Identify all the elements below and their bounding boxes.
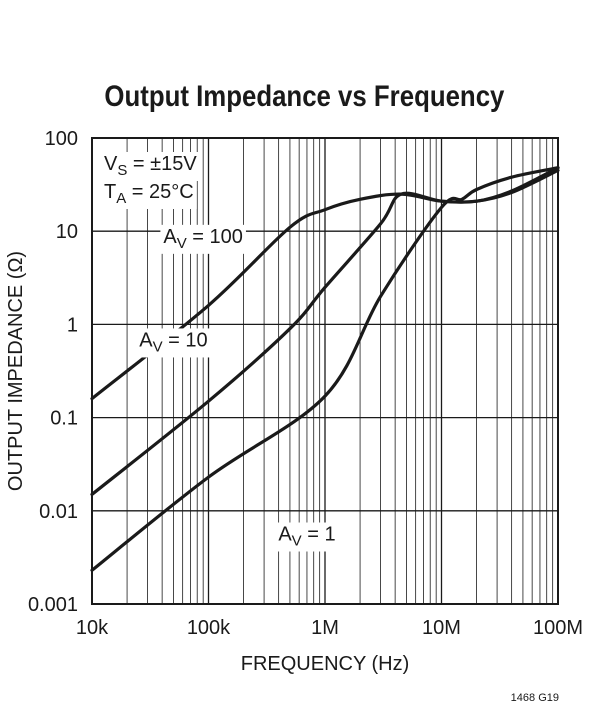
y-tick-label: 10 xyxy=(56,221,78,243)
y-tick-label: 1 xyxy=(67,314,78,336)
series-label-text: AV = 100 xyxy=(163,226,243,252)
condition-ta-label: TA = 25°C xyxy=(101,180,197,209)
plot-frame xyxy=(91,137,559,605)
label-background xyxy=(160,224,246,254)
x-tick-label: 10M xyxy=(422,617,461,639)
y-tick-label: 0.001 xyxy=(28,594,78,616)
y-tick-label: 0.1 xyxy=(50,408,78,430)
x-tick-label: 100k xyxy=(187,617,231,639)
x-tick-label: 10k xyxy=(76,617,109,639)
series-label: AV = 100 xyxy=(160,224,246,254)
x-axis-title: FREQUENCY (Hz) xyxy=(241,653,410,675)
x-tick-label: 1M xyxy=(311,617,339,639)
label-background xyxy=(101,152,201,181)
series-label-text: AV = 10 xyxy=(139,329,207,355)
series-layer xyxy=(90,166,560,572)
figure-id: 1468 G19 xyxy=(510,692,559,704)
chart-title: Output Impedance vs Frequency xyxy=(104,80,505,113)
series-label: AV = 10 xyxy=(136,328,211,358)
series-line xyxy=(90,166,560,572)
series-label: AV = 1 xyxy=(275,522,339,552)
y-tick-label: 100 xyxy=(45,128,78,150)
y-axis-title: OUTPUT IMPEDANCE (Ω) xyxy=(5,251,27,491)
series-line xyxy=(90,166,560,496)
condition-vs-label: VS = ±15V xyxy=(101,152,201,181)
label-background xyxy=(136,328,211,358)
series-label-text: AV = 1 xyxy=(278,524,335,550)
label-background xyxy=(101,180,197,209)
condition-vs-label-text: VS = ±15V xyxy=(104,153,197,179)
label-background xyxy=(275,522,339,552)
x-tick-label: 100M xyxy=(533,617,583,639)
y-tick-label: 0.01 xyxy=(39,501,78,523)
condition-ta-label-text: TA = 25°C xyxy=(104,181,194,207)
axes: 10k 100k 1M 10M 100M 0.001 0.01 0.1 1 10 100 FREQUE… xyxy=(5,128,583,675)
